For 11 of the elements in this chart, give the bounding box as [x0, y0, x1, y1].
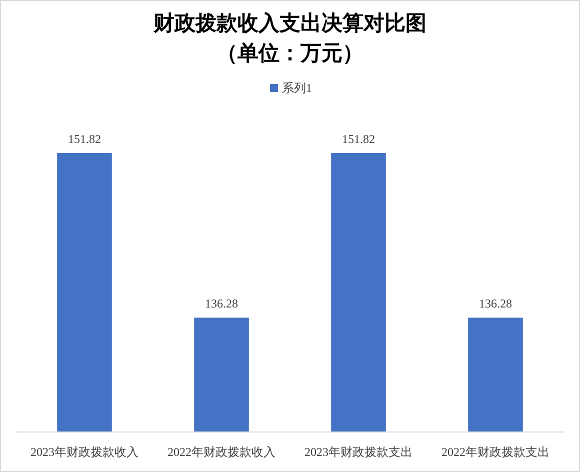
data-label: 151.82: [342, 132, 375, 146]
x-tick-label: 2022年财政拨款收入: [168, 445, 276, 459]
data-label: 151.82: [68, 132, 101, 146]
data-label: 136.28: [205, 296, 238, 311]
x-tick-label: 2023年财政拨款收入: [30, 445, 138, 459]
chart-subtitle: （单位：万元）: [216, 41, 364, 65]
chart-title: 财政拨款收入支出决算对比图: [152, 11, 426, 35]
x-tick-label: 2022年财政拨款支出: [442, 445, 550, 459]
x-tick-label: 2023年财政拨款支出: [304, 445, 412, 459]
data-label: 136.28: [479, 296, 512, 311]
legend-label: 系列1: [282, 81, 312, 95]
